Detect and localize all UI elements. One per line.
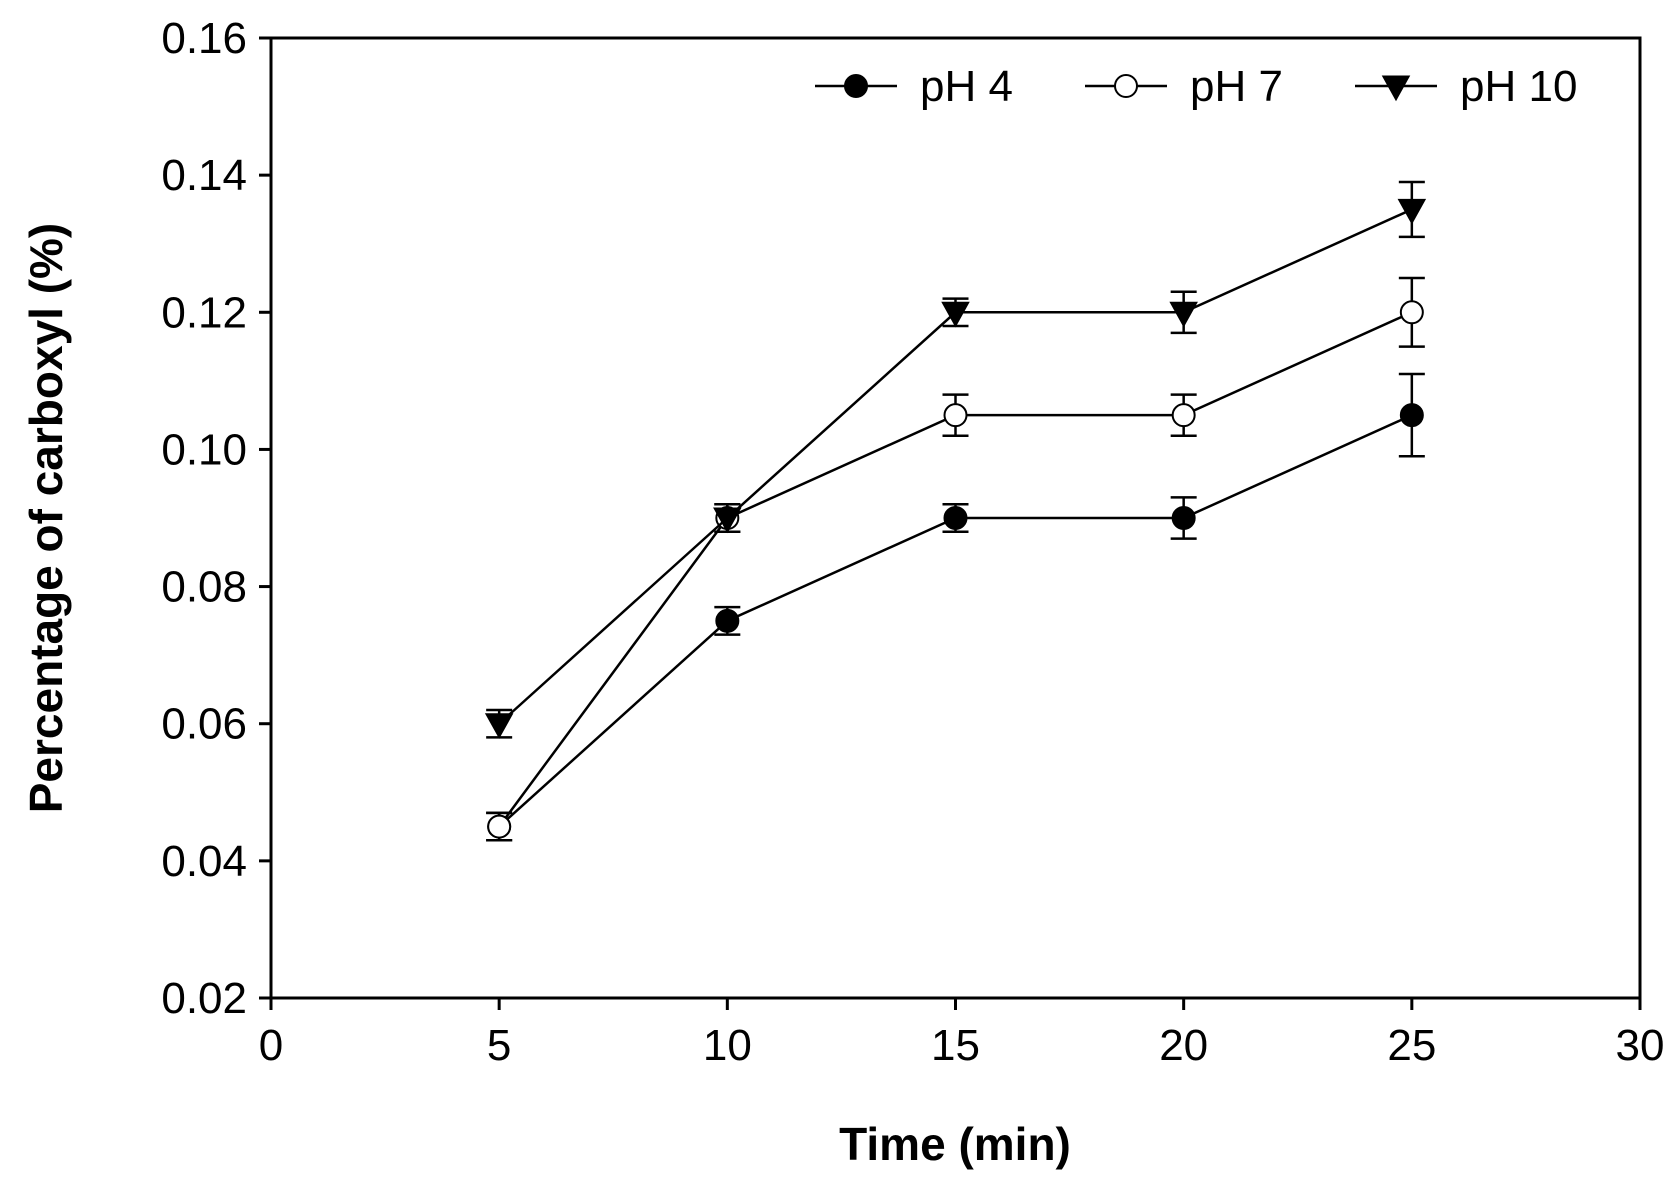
series-ph-4 <box>486 372 1425 842</box>
x-tick-label: 10 <box>703 1021 752 1070</box>
x-tick-label: 15 <box>931 1021 980 1070</box>
y-axis-title: Percentage of carboxyl (%) <box>20 223 72 814</box>
x-tick-label: 5 <box>487 1021 511 1070</box>
data-point <box>1397 198 1427 225</box>
y-tick-label: 0.12 <box>161 288 247 337</box>
series-line <box>498 414 1413 828</box>
series-line <box>498 311 1413 828</box>
series-ph-7 <box>486 276 1425 842</box>
y-tick-label: 0.10 <box>161 425 247 474</box>
y-tick-label: 0.04 <box>161 837 247 886</box>
x-tick-label: 20 <box>1159 1021 1208 1070</box>
legend: pH 4 pH 7 pH 10 <box>815 62 1577 111</box>
x-tick-label: 30 <box>1616 1021 1665 1070</box>
y-tick-label: 0.08 <box>161 563 247 612</box>
series-ph-10 <box>484 180 1427 739</box>
y-tick-label: 0.02 <box>161 974 247 1023</box>
data-point <box>713 507 742 534</box>
legend-label: pH 7 <box>1190 62 1283 111</box>
y-tick-label: 0.14 <box>161 151 247 200</box>
legend-label: pH 4 <box>920 62 1013 111</box>
legend-marker <box>844 74 868 98</box>
x-axis-title: Time (min) <box>839 1118 1071 1170</box>
data-point <box>943 403 968 428</box>
data-point <box>487 814 512 839</box>
legend-item: pH 4 <box>815 62 1013 111</box>
legend-marker <box>1114 74 1138 98</box>
data-point <box>943 506 968 530</box>
series-layer <box>484 180 1427 842</box>
y-axis: 0.02 0.04 0.06 0.08 0.10 0.12 0.14 0.16 <box>161 14 271 1023</box>
series-line <box>498 208 1413 725</box>
legend-marker <box>1381 75 1411 102</box>
legend-item: pH 7 <box>1085 62 1283 111</box>
x-tick-label: 25 <box>1387 1021 1436 1070</box>
data-point <box>1171 506 1196 530</box>
data-point <box>715 608 740 633</box>
data-point <box>1169 301 1198 328</box>
data-point <box>1399 403 1424 428</box>
data-point <box>484 713 514 739</box>
y-tick-label: 0.16 <box>161 14 247 63</box>
data-point <box>1399 300 1424 325</box>
y-tick-label: 0.06 <box>161 700 247 749</box>
x-tick-label: 0 <box>259 1021 283 1070</box>
data-point <box>1171 403 1196 428</box>
data-point <box>941 301 970 328</box>
legend-item: pH 10 <box>1355 62 1577 111</box>
legend-label: pH 10 <box>1460 62 1577 111</box>
x-axis: 0 5 10 15 20 25 30 <box>259 998 1665 1070</box>
